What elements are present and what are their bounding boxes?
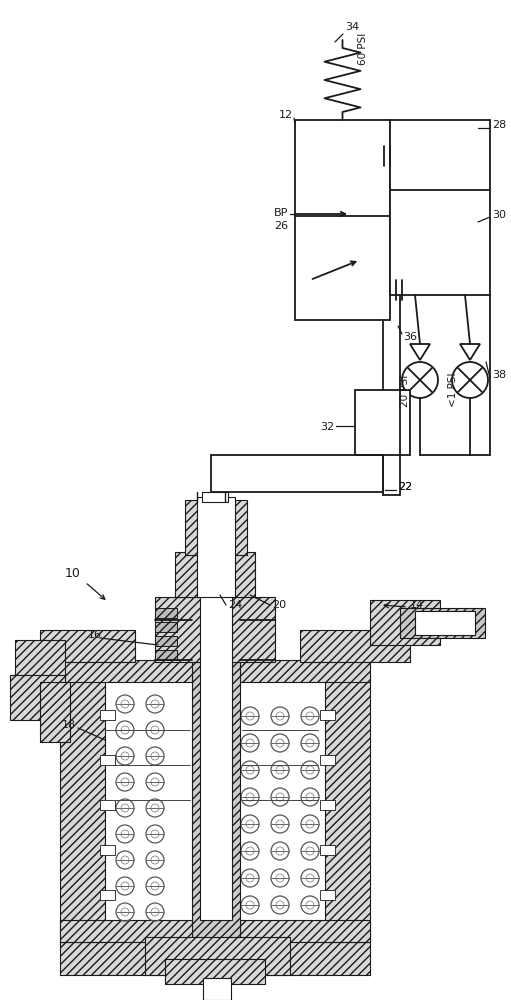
Text: 12: 12 <box>279 110 293 120</box>
Bar <box>100 755 115 765</box>
Text: BP: BP <box>274 208 288 218</box>
Circle shape <box>402 362 438 398</box>
Bar <box>203 978 231 1000</box>
Bar <box>320 800 335 810</box>
Bar <box>155 622 177 632</box>
Bar <box>415 611 475 635</box>
Bar <box>155 650 177 660</box>
Text: 32: 32 <box>320 422 334 432</box>
Bar <box>320 755 335 765</box>
Text: 20: 20 <box>272 600 286 610</box>
Text: 18: 18 <box>62 720 76 730</box>
Bar <box>355 390 410 455</box>
Text: 22: 22 <box>398 482 412 492</box>
Bar <box>197 497 235 597</box>
Polygon shape <box>410 344 430 360</box>
Bar <box>60 660 370 682</box>
Text: 26: 26 <box>274 221 288 231</box>
Text: 30: 30 <box>492 210 506 220</box>
Bar <box>60 920 370 942</box>
Bar <box>40 630 135 662</box>
Text: 22: 22 <box>398 482 412 492</box>
Bar <box>320 845 335 855</box>
Bar <box>15 640 65 700</box>
Bar <box>155 597 275 662</box>
Text: 60 PSI: 60 PSI <box>358 33 368 65</box>
Bar <box>390 120 490 295</box>
Text: 20 PSI: 20 PSI <box>400 375 410 407</box>
Text: 10: 10 <box>65 567 81 580</box>
Bar <box>320 890 335 900</box>
Bar <box>202 492 228 502</box>
Bar <box>100 710 115 720</box>
Text: 24: 24 <box>228 600 242 610</box>
Bar <box>100 890 115 900</box>
Text: 14: 14 <box>410 600 424 610</box>
Bar <box>175 552 255 597</box>
Bar <box>295 120 390 320</box>
Bar <box>155 608 177 618</box>
Text: 16: 16 <box>88 630 102 640</box>
Text: 34: 34 <box>345 22 359 32</box>
Bar <box>10 675 65 720</box>
Bar <box>400 608 485 638</box>
Bar <box>145 937 290 975</box>
Circle shape <box>452 362 488 398</box>
Bar <box>320 710 335 720</box>
Text: 38: 38 <box>492 370 506 380</box>
Bar <box>192 520 240 940</box>
Bar <box>300 630 410 662</box>
Polygon shape <box>460 344 480 360</box>
Bar <box>165 959 265 984</box>
Text: 28: 28 <box>492 120 506 130</box>
Bar <box>60 940 370 975</box>
Bar <box>200 530 232 920</box>
Bar <box>185 500 247 555</box>
Text: <1 PSI: <1 PSI <box>448 372 458 407</box>
Bar <box>40 682 70 742</box>
Bar <box>155 636 177 646</box>
Text: 36: 36 <box>403 332 417 342</box>
Bar <box>325 677 370 942</box>
Bar <box>370 600 440 645</box>
Bar <box>100 800 115 810</box>
Bar <box>60 677 105 942</box>
Bar <box>100 845 115 855</box>
